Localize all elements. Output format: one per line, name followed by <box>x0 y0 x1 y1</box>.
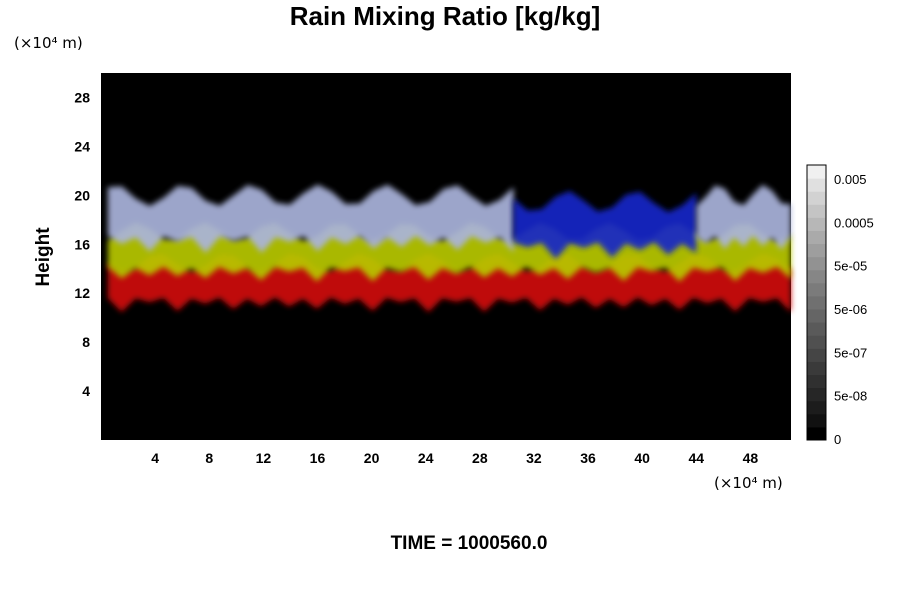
x-tick-label: 24 <box>418 450 434 466</box>
y-tick-label: 16 <box>74 236 90 252</box>
colorbar-swatch <box>807 178 826 192</box>
colorbar-swatch <box>807 243 826 258</box>
x-tick-label: 8 <box>205 450 213 466</box>
x-tick-label: 20 <box>364 450 380 466</box>
x-tick-label: 28 <box>472 450 488 466</box>
colorbar: 0.005 0.0005 5e-05 5e-06 5e-07 5e-08 0 <box>806 164 874 447</box>
y-tick-label: 4 <box>82 383 90 399</box>
y-tick-label: 20 <box>74 187 90 203</box>
rain-band-3 <box>513 191 697 260</box>
colorbar-swatch <box>807 348 826 362</box>
x-tick-label: 44 <box>689 450 705 466</box>
y-tick-label: 28 <box>74 89 90 105</box>
y-axis-unit: (×10⁴ m) <box>14 34 83 52</box>
x-axis-ticks: 4 8 12 16 20 24 28 32 36 40 44 48 <box>151 450 758 466</box>
colorbar-swatch <box>807 204 826 218</box>
x-tick-label: 12 <box>256 450 272 466</box>
colorbar-label: 0.0005 <box>834 215 874 230</box>
x-tick-label: 48 <box>743 450 759 466</box>
colorbar-label: 5e-07 <box>834 345 867 360</box>
colorbar-swatch <box>807 282 826 297</box>
colorbar-swatch <box>807 217 826 231</box>
y-tick-label: 12 <box>74 285 90 301</box>
colorbar-frame <box>806 164 827 441</box>
colorbar-swatch <box>807 374 826 389</box>
colorbar-label: 0.005 <box>834 172 867 187</box>
colorbar-swatch <box>807 335 826 349</box>
y-tick-label: 24 <box>74 138 90 154</box>
x-tick-label: 16 <box>310 450 326 466</box>
time-label: TIME = 1000560.0 <box>391 533 548 554</box>
colorbar-label: 5e-06 <box>834 302 867 317</box>
colorbar-swatch <box>807 256 826 271</box>
colorbar-swatch <box>807 165 826 179</box>
x-tick-label: 36 <box>580 450 596 466</box>
colorbar-label: 0 <box>834 432 841 447</box>
colorbar-swatch <box>807 269 826 284</box>
colorbar-label: 5e-08 <box>834 389 867 404</box>
colorbar-swatch <box>807 426 826 441</box>
colorbar-swatch <box>807 322 826 336</box>
x-tick-label: 40 <box>634 450 650 466</box>
rain-band-2 <box>107 184 514 253</box>
x-tick-label: 4 <box>151 450 159 466</box>
rain-band-4 <box>696 184 791 250</box>
colorbar-swatch <box>807 191 826 205</box>
colorbar-swatch <box>807 361 826 376</box>
y-axis-label: Height <box>33 227 54 287</box>
rain-bands <box>107 184 792 313</box>
colorbar-swatch <box>807 230 826 245</box>
colorbar-swatch <box>807 387 826 402</box>
colorbar-swatch <box>807 400 826 415</box>
colorbar-swatch <box>807 295 826 310</box>
y-tick-label: 8 <box>82 334 90 350</box>
x-tick-label: 32 <box>526 450 542 466</box>
colorbar-swatch <box>807 413 826 428</box>
chart-title: Rain Mixing Ratio [kg/kg] <box>290 1 601 31</box>
colorbar-swatch <box>807 309 826 323</box>
colorbar-label: 5e-05 <box>834 259 867 274</box>
x-axis-unit: (×10⁴ m) <box>714 474 783 492</box>
y-axis-ticks: 4 8 12 16 20 24 28 <box>74 89 90 399</box>
